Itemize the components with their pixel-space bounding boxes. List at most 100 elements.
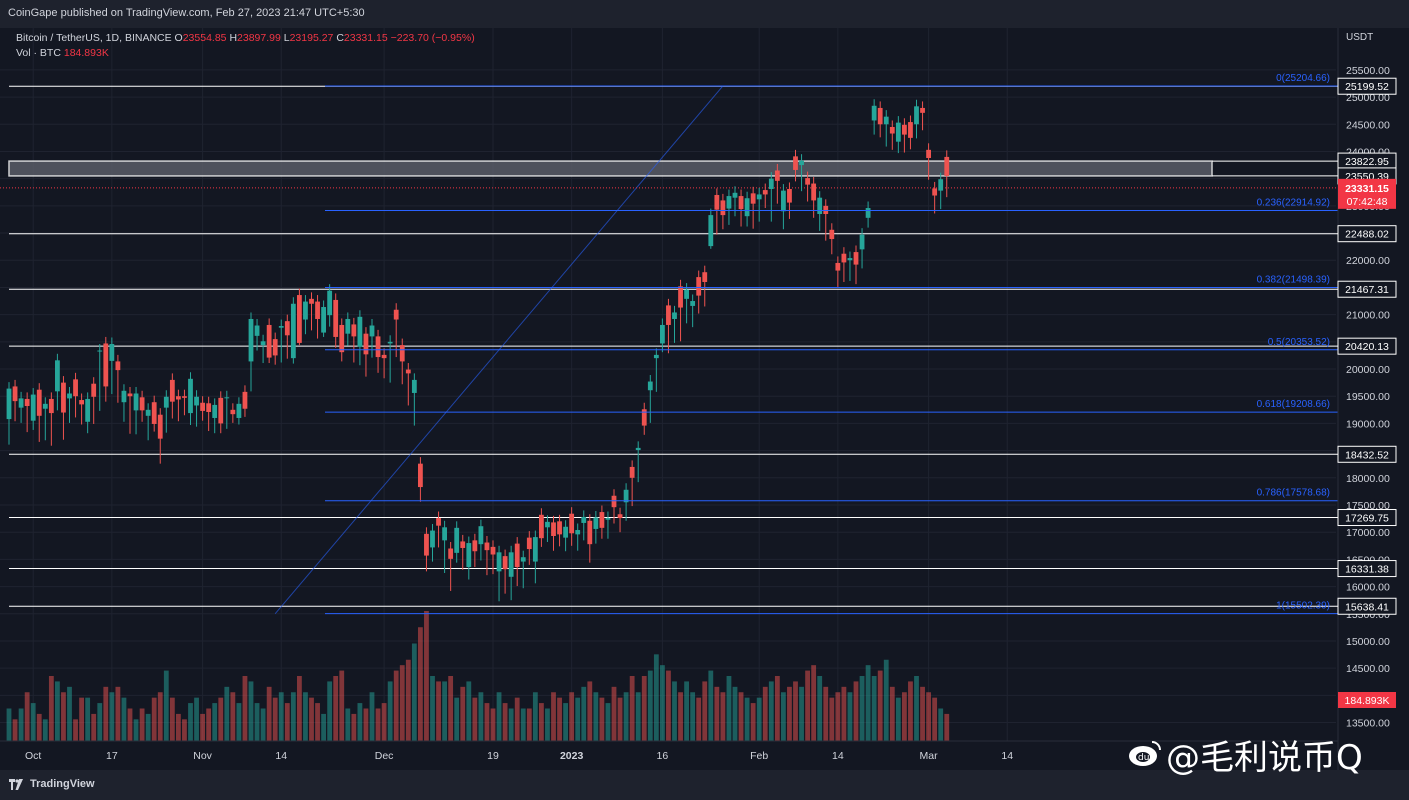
volume-bar — [938, 708, 944, 741]
volume-bar — [151, 697, 157, 741]
candle-body — [472, 540, 478, 552]
candle-body — [877, 107, 883, 125]
price-chart[interactable]: 0(25204.66) 0.236(22914.92) 0.382(21498.39… — [0, 28, 1409, 770]
candle-body — [224, 397, 230, 399]
candle-body — [871, 105, 877, 121]
volume-bar — [315, 703, 320, 741]
candle-body — [339, 324, 345, 353]
candle-body — [781, 190, 786, 212]
level-price-tag-bg — [1337, 280, 1397, 298]
candle-body — [811, 183, 817, 201]
volume-bar — [787, 686, 792, 741]
x-tick-label: 14 — [275, 750, 287, 762]
candle-body — [678, 286, 683, 308]
candle-body — [714, 194, 720, 210]
candle-body — [157, 414, 163, 439]
candle-body — [902, 124, 907, 135]
candle-body — [133, 393, 139, 411]
candle-body — [545, 521, 550, 528]
candle-body — [563, 526, 568, 538]
candle-body — [756, 194, 762, 200]
volume-bar — [738, 692, 744, 741]
candle-body — [182, 396, 187, 398]
volume-bar — [405, 659, 411, 741]
y-tick-label: 18000.00 — [1346, 473, 1390, 485]
volume-bar — [496, 692, 502, 741]
volume-bar — [805, 670, 810, 741]
candle-body — [611, 495, 617, 508]
candle-body — [514, 543, 520, 568]
candle-body — [660, 324, 665, 344]
candle-body — [865, 208, 871, 218]
weibo-logo-icon: du — [1129, 741, 1161, 766]
level-price-tag: 20420.13 — [1345, 341, 1389, 353]
candle-body — [369, 325, 375, 337]
candle-body — [85, 398, 91, 422]
candle-body — [61, 382, 66, 413]
volume-bar — [599, 697, 605, 741]
tradingview-brand[interactable]: TradingView — [30, 778, 95, 790]
volume-bar — [853, 681, 859, 741]
candle-body — [932, 188, 938, 196]
volume-bar — [357, 703, 363, 741]
volume-bar — [236, 703, 242, 741]
resistance-zone — [8, 160, 1213, 177]
candle-body — [641, 409, 647, 426]
candle-body — [738, 196, 744, 210]
volume-tag-bg — [1338, 692, 1396, 708]
candle-body — [73, 379, 78, 397]
volume-bar — [12, 719, 18, 741]
candle-body — [200, 402, 205, 411]
candle-body — [623, 489, 629, 503]
candles — [6, 99, 950, 602]
volume-bar — [248, 681, 254, 741]
candle-body — [762, 190, 768, 195]
volume-bar — [557, 697, 562, 741]
candle-body — [478, 526, 484, 545]
candle-body — [6, 388, 12, 420]
fib-label: 0(25204.66) — [1276, 73, 1330, 84]
candle-body — [799, 160, 804, 166]
volume-bar — [260, 708, 266, 741]
volume-bar — [575, 697, 581, 741]
candle-body — [787, 188, 792, 203]
volume-bar — [551, 692, 556, 741]
volume-bar — [902, 692, 907, 741]
volume-bar — [696, 697, 702, 741]
volume-bar — [55, 681, 60, 741]
candle-body — [327, 290, 333, 316]
volume-bar — [611, 686, 617, 741]
level-price-tag: 15638.41 — [1345, 601, 1389, 613]
candle-body — [381, 354, 387, 359]
level-price-tag: 21467.31 — [1345, 284, 1389, 296]
volume-bar — [490, 708, 496, 741]
candle-body — [823, 205, 829, 215]
level-price-tag: 25199.52 — [1345, 81, 1389, 93]
fib-label: 1(15502.39) — [1276, 601, 1330, 612]
candle-body — [79, 400, 84, 405]
volume-bar — [823, 686, 829, 741]
candle-body — [121, 390, 127, 403]
candle-body — [805, 178, 810, 185]
volume-bar — [345, 708, 351, 741]
volume-bar — [309, 697, 314, 741]
zone-top-tag: 23822.95 — [1345, 156, 1389, 168]
high-value: 23897.99 — [237, 32, 281, 44]
candle-body — [841, 253, 847, 263]
candle-body — [48, 398, 54, 414]
volume-bar — [920, 686, 925, 741]
candle-body — [375, 336, 381, 358]
candle-body — [720, 200, 726, 216]
volume-bar — [829, 697, 835, 741]
volume-bar — [781, 692, 786, 741]
volume-bar — [466, 681, 472, 741]
volume-bar — [163, 670, 169, 741]
level-price-tag-bg — [1337, 445, 1397, 463]
volume-bar — [702, 681, 708, 741]
level-price-tag-bg — [1337, 560, 1397, 578]
volume-bar — [6, 708, 12, 741]
candle-body — [303, 301, 308, 320]
candle-body — [605, 518, 611, 520]
volume-bar — [230, 692, 236, 741]
x-tick-label: Nov — [193, 750, 212, 762]
